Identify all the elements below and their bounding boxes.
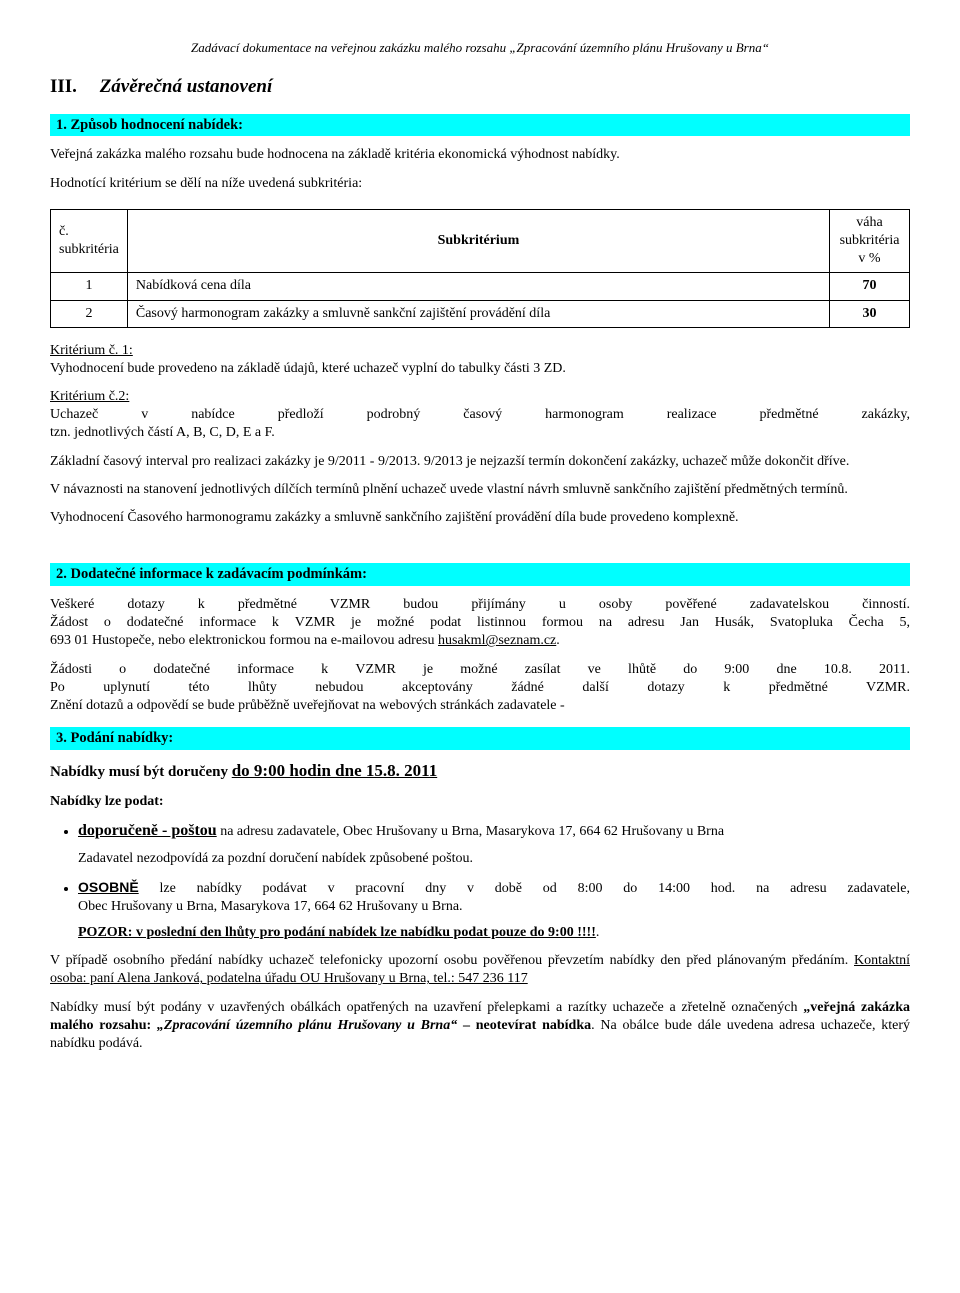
p-intro-1: Veřejná zakázka malého rozsahu bude hodn… <box>50 146 910 164</box>
criterion-1-label: Kritérium č. 1: <box>50 343 133 358</box>
table-col-weight: váha subkritéria v % <box>830 209 910 273</box>
s3-p3: V případě osobního předání nabídky uchaz… <box>50 952 910 988</box>
method-post-rest: na adresu zadavatele, Obec Hrušovany u B… <box>217 824 724 839</box>
s3p3-text: V případě osobního předání nabídky uchaz… <box>50 953 854 968</box>
method-person-line1: lze nabídky podávat v pracovní dny v dob… <box>139 881 910 896</box>
s2p1-line3a: 693 01 Hustopeče, nebo elektronickou for… <box>50 633 438 648</box>
s2-p2: Žádosti o dodatečné informace k VZMR je … <box>50 661 910 716</box>
s3p4-d: – neotevírat nabídka <box>457 1018 591 1033</box>
method-post-label: doporučeně - poštou <box>78 822 217 839</box>
criterion-2-p3: V návaznosti na stanovení jednotlivých d… <box>50 481 910 499</box>
section-roman: III. <box>50 76 77 97</box>
criterion-2-label: Kritérium č.2: <box>50 389 129 404</box>
heading-1: 1. Způsob hodnocení nabídek: <box>50 114 910 137</box>
s2p2-line3: Znění dotazů a odpovědí se bude průběžně… <box>50 698 565 713</box>
s3-p4: Nabídky musí být podány v uzavřených obá… <box>50 999 910 1054</box>
criterion-2-p2: Základní časový interval pro realizaci z… <box>50 453 910 471</box>
s2-p1: Veškeré dotazy k předmětné VZMR budou př… <box>50 596 910 651</box>
criterion-2-p4: Vyhodnocení Časového harmonogramu zakázk… <box>50 509 910 527</box>
submit-methods-label: Nabídky lze podat: <box>50 793 910 811</box>
list-item: OSOBNĚ lze nabídky podávat v pracovní dn… <box>78 878 910 943</box>
submit-methods-list: doporučeně - poštou na adresu zadavatele… <box>50 821 910 943</box>
cell-num: 1 <box>51 273 128 300</box>
table-header-row: č. subkritéria Subkritérium váha subkrit… <box>51 209 910 273</box>
subcriteria-table: č. subkritéria Subkritérium váha subkrit… <box>50 209 910 328</box>
deadline: Nabídky musí být doručeny do 9:00 hodin … <box>50 760 910 783</box>
warning-period: . <box>596 925 600 940</box>
section-title: III. Závěrečná ustanovení <box>50 75 910 100</box>
s2p1-line1: Veškeré dotazy k předmětné VZMR budou př… <box>50 596 910 614</box>
table-row: 2 Časový harmonogram zakázky a smluvně s… <box>51 300 910 327</box>
method-person-label: OSOBNĚ <box>78 879 139 895</box>
deadline-datetime: do 9:00 hodin dne 15.8. 2011 <box>232 761 437 780</box>
cell-weight: 70 <box>830 273 910 300</box>
section-title-text: Závěrečná ustanovení <box>100 76 273 97</box>
contact-email[interactable]: husakml@seznam.cz <box>438 633 556 648</box>
doc-header-note: Zadávací dokumentace na veřejnou zakázku… <box>50 40 910 57</box>
s3p4-a: Nabídky musí být podány v uzavřených obá… <box>50 1000 803 1015</box>
warning-text: POZOR: v poslední den lhůty pro podání n… <box>78 925 596 940</box>
p-intro-2: Hodnotící kritérium se dělí na níže uved… <box>50 175 910 193</box>
heading-3: 3. Podání nabídky: <box>50 727 910 750</box>
table-col-sub: Subkritérium <box>127 209 829 273</box>
criterion-1: Kritérium č. 1: Vyhodnocení bude provede… <box>50 342 910 378</box>
s2p1-line2: Žádost o dodatečné informace k VZMR je m… <box>50 614 910 632</box>
table-col-num: č. subkritéria <box>51 209 128 273</box>
cell-num: 2 <box>51 300 128 327</box>
s2p1-line3b: . <box>556 633 560 648</box>
cell-weight: 30 <box>830 300 910 327</box>
s3p4-c: „Zpracování územního plánu Hrušovany u B… <box>157 1018 457 1033</box>
criterion-2-line1: Uchazeč v nabídce předloží podrobný časo… <box>50 406 910 424</box>
heading-2: 2. Dodatečné informace k zadávacím podmí… <box>50 563 910 586</box>
deadline-prefix: Nabídky musí být doručeny <box>50 764 232 780</box>
s2p2-line1: Žádosti o dodatečné informace k VZMR je … <box>50 661 910 679</box>
criterion-2-line2: tzn. jednotlivých částí A, B, C, D, E a … <box>50 425 275 440</box>
list-item: doporučeně - poštou na adresu zadavatele… <box>78 821 910 868</box>
criterion-1-text: Vyhodnocení bude provedeno na základě úd… <box>50 361 566 376</box>
cell-desc: Časový harmonogram zakázky a smluvně san… <box>127 300 829 327</box>
s2p2-line2: Po uplynutí této lhůty nebudou akceptová… <box>50 679 910 697</box>
criterion-2: Kritérium č.2: Uchazeč v nabídce předlož… <box>50 388 910 443</box>
table-row: 1 Nabídková cena díla 70 <box>51 273 910 300</box>
method-post-note: Zadavatel nezodpovídá za pozdní doručení… <box>78 850 910 868</box>
method-person-line2: Obec Hrušovany u Brna, Masarykova 17, 66… <box>78 899 463 914</box>
method-person-warning: POZOR: v poslední den lhůty pro podání n… <box>78 924 910 942</box>
cell-desc: Nabídková cena díla <box>127 273 829 300</box>
